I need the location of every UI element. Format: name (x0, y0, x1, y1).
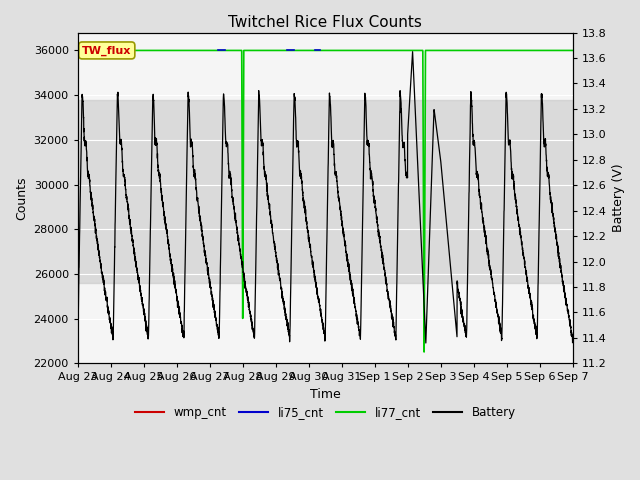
Y-axis label: Counts: Counts (15, 176, 28, 220)
X-axis label: Time: Time (310, 388, 340, 401)
Legend: wmp_cnt, li75_cnt, li77_cnt, Battery: wmp_cnt, li75_cnt, li77_cnt, Battery (130, 401, 520, 424)
Y-axis label: Battery (V): Battery (V) (612, 164, 625, 232)
Text: TW_flux: TW_flux (82, 45, 131, 56)
Bar (78, 100, 573, 283)
Title: Twitchel Rice Flux Counts: Twitchel Rice Flux Counts (228, 15, 422, 30)
